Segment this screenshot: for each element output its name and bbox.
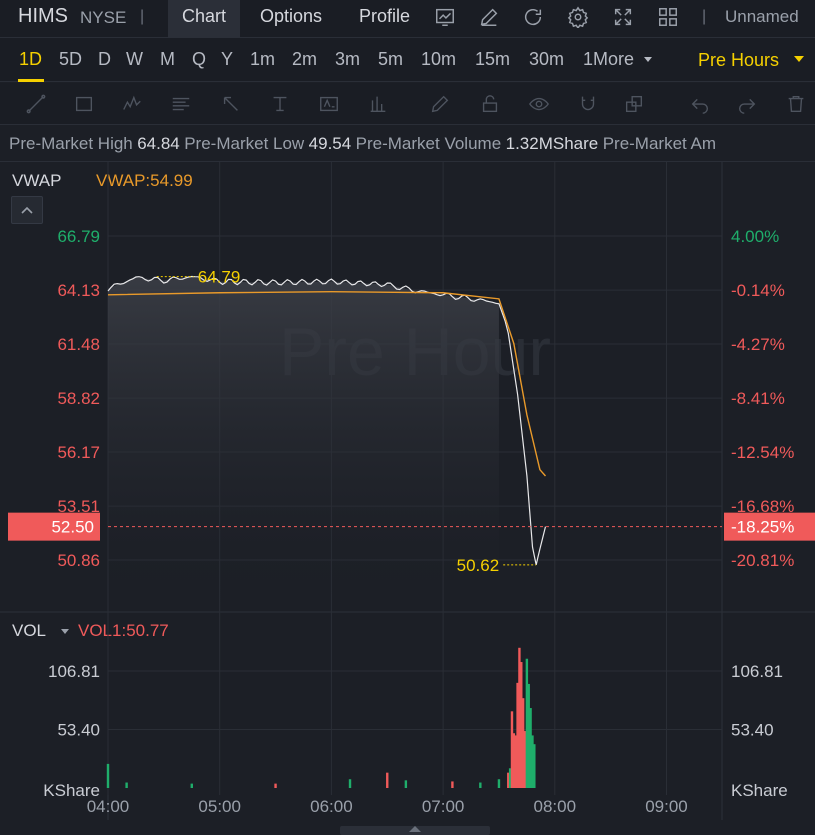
tab-profile[interactable]: Profile — [359, 6, 411, 26]
tab-options[interactable]: Options — [260, 6, 323, 26]
gear-icon[interactable] — [565, 4, 591, 30]
timeframe-d[interactable]: D — [98, 49, 111, 69]
timeframe-more[interactable]: 1More — [583, 49, 635, 69]
timeframe-y[interactable]: Y — [221, 49, 234, 69]
pattern-icon[interactable] — [120, 92, 144, 116]
timeframe-1m[interactable]: 1m — [250, 49, 276, 69]
vwap-value-label: VWAP:54.99 — [96, 171, 193, 190]
pre-market-low-label: Pre-Market Low — [184, 134, 305, 153]
chevron-down-icon[interactable] — [794, 56, 804, 62]
timeframe-2m[interactable]: 2m — [292, 49, 318, 69]
pre-market-volume-label: Pre-Market Volume — [355, 134, 502, 153]
chevron-down-icon[interactable] — [644, 57, 652, 62]
timeframe-q[interactable]: Q — [192, 49, 207, 69]
trash-icon[interactable] — [784, 92, 808, 116]
timeframe-3m[interactable]: 3m — [335, 49, 361, 69]
chevron-up-icon[interactable] — [409, 826, 421, 832]
timeframe-10m[interactable]: 10m — [421, 49, 457, 69]
timeframe-30m[interactable]: 30m — [529, 49, 565, 69]
collapse-button[interactable] — [11, 196, 43, 224]
arrow-icon[interactable] — [219, 92, 243, 116]
trend-line-icon[interactable] — [24, 92, 48, 116]
chart-area[interactable]: VWAP VWAP:54.99 VOL VOL1:50.77 — [0, 162, 815, 835]
bars-icon[interactable] — [366, 92, 390, 116]
redo-icon[interactable] — [735, 92, 759, 116]
fib-icon[interactable] — [169, 92, 193, 116]
pre-market-amount-label: Pre-Market Am — [602, 134, 717, 153]
separator: | — [140, 8, 145, 25]
annotation-icon[interactable] — [317, 92, 341, 116]
magnet-icon[interactable] — [576, 92, 600, 116]
timeframe-15m[interactable]: 15m — [475, 49, 511, 69]
timeframe-1d[interactable]: 1D — [19, 49, 43, 69]
session-select[interactable]: Pre Hours — [698, 50, 780, 70]
symbol-name[interactable]: HIMS — [18, 5, 68, 27]
tab-chart[interactable]: Chart — [168, 0, 241, 38]
pre-market-volume-value: 1.32MShare — [505, 134, 599, 153]
pencil-icon[interactable] — [476, 4, 502, 30]
chevron-up-icon — [21, 206, 33, 214]
price-indicator-name[interactable]: VWAP — [12, 171, 62, 190]
pre-market-info-bar: Pre-Market High 64.84 Pre-Market Low 49.… — [0, 126, 815, 162]
timeframe-w[interactable]: W — [126, 49, 143, 69]
top-bar: HIMS NYSE | Chart Options Profile | Unna… — [0, 0, 815, 38]
workspace-name[interactable]: Unnamed — [725, 7, 799, 26]
layout-grid-icon[interactable] — [655, 4, 681, 30]
active-timeframe-indicator — [18, 79, 44, 82]
chart-icon[interactable] — [432, 4, 458, 30]
drawing-toolbar — [0, 83, 815, 125]
chevron-down-icon[interactable] — [61, 629, 69, 634]
separator: | — [702, 8, 707, 25]
edit-icon[interactable] — [428, 92, 452, 116]
refresh-icon[interactable] — [520, 4, 546, 30]
volume-indicator-name[interactable]: VOL — [12, 621, 47, 640]
eye-icon[interactable] — [527, 92, 551, 116]
undo-icon[interactable] — [688, 92, 712, 116]
pre-market-low-value: 49.54 — [308, 134, 352, 153]
pre-market-high-label: Pre-Market High — [9, 134, 133, 153]
exchange-name: NYSE — [80, 8, 127, 27]
pre-market-high-value: 64.84 — [137, 134, 180, 153]
rectangle-icon[interactable] — [72, 92, 96, 116]
fullscreen-icon[interactable] — [610, 4, 636, 30]
text-tool-icon[interactable] — [268, 92, 292, 116]
vol-value-label: VOL1:50.77 — [78, 621, 169, 640]
lock-icon[interactable] — [478, 92, 502, 116]
timeframe-bar: 1D 5D D W M Q Y 1m 2m 3m 5m 10m 15m 30m … — [0, 38, 815, 82]
timeframe-5d[interactable]: 5D — [59, 49, 83, 69]
timeframe-5m[interactable]: 5m — [378, 49, 404, 69]
layers-icon[interactable] — [622, 92, 646, 116]
timeframe-m[interactable]: M — [160, 49, 175, 69]
